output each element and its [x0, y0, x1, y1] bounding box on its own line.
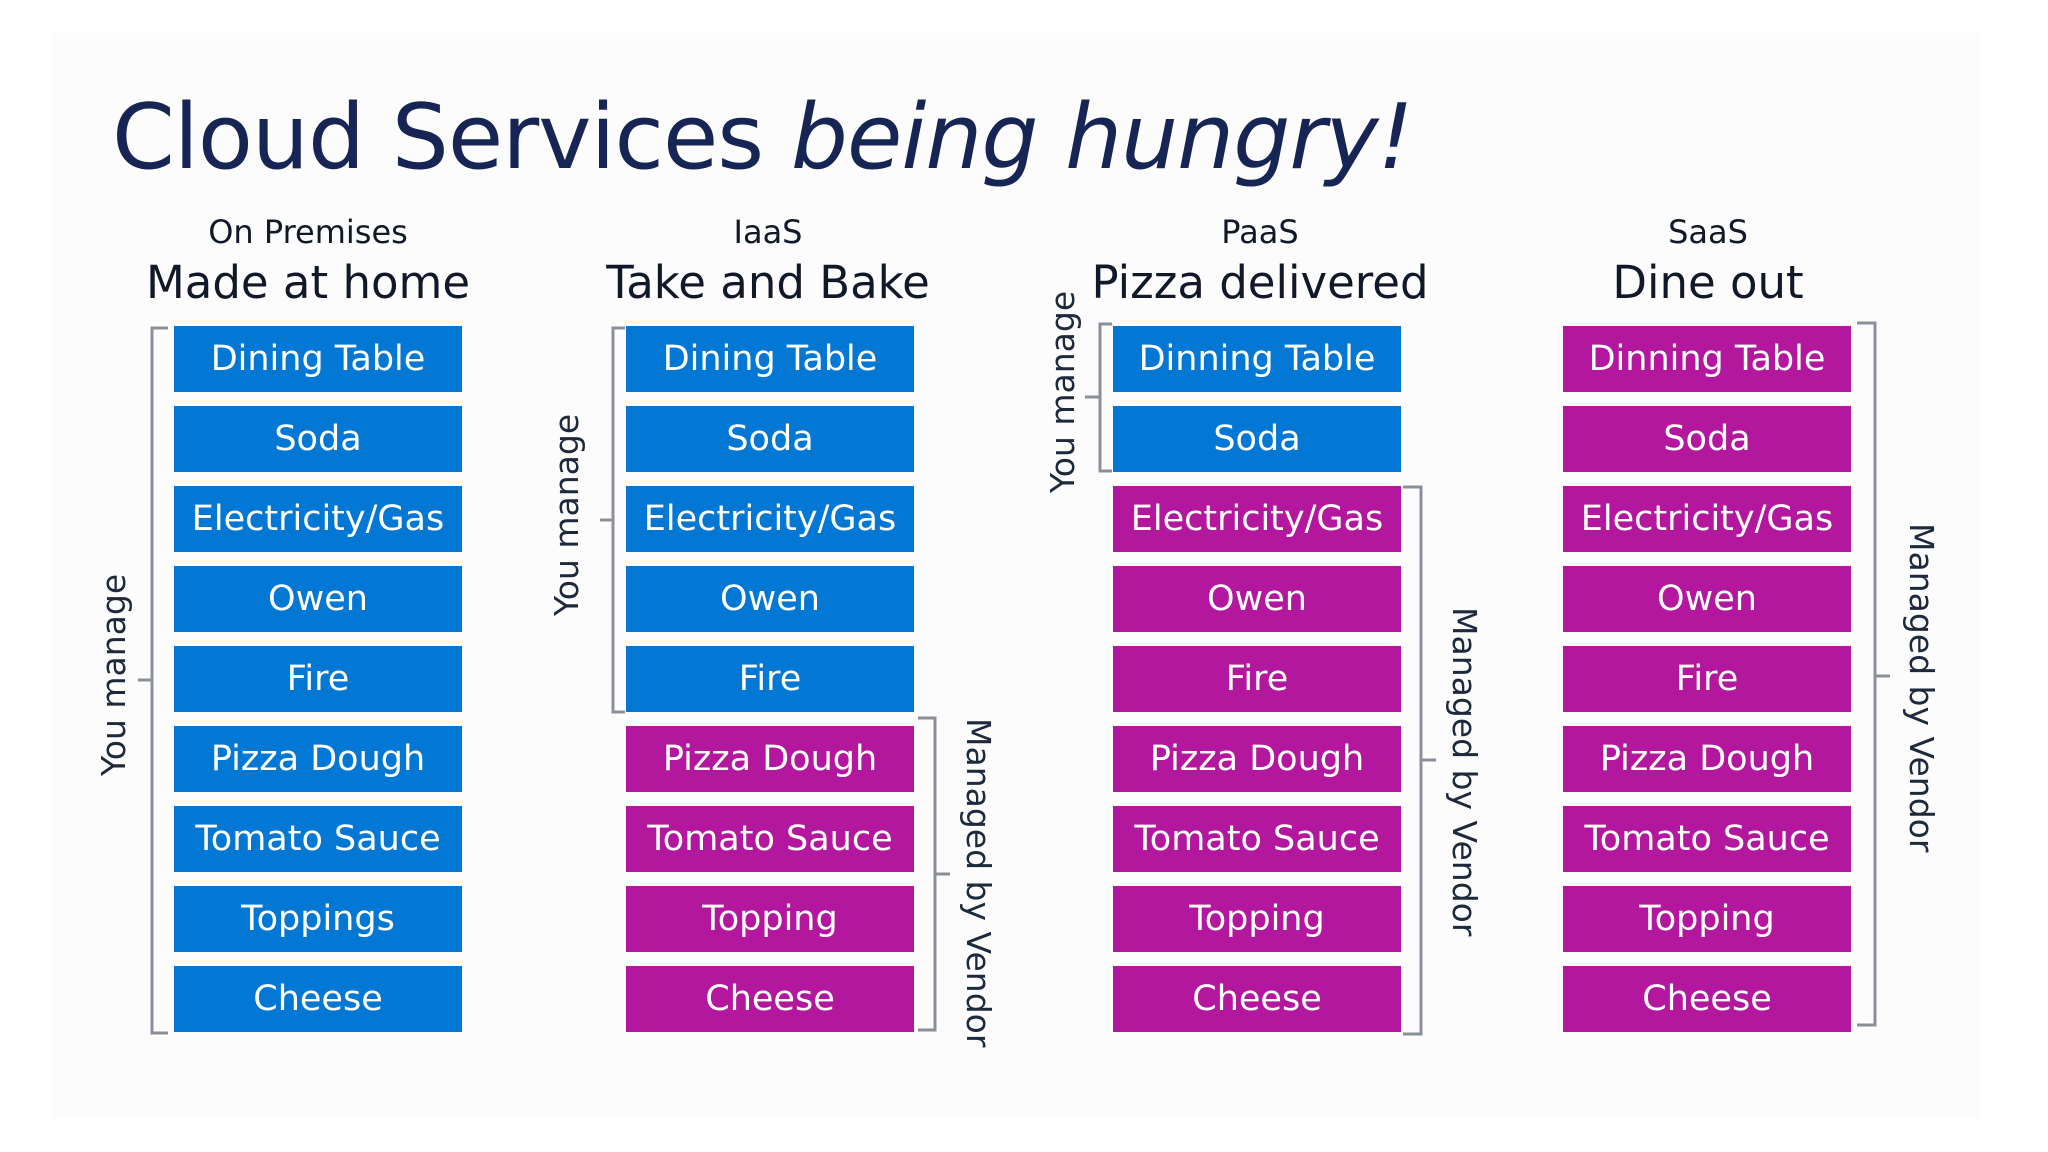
- label-paas-you-manage: You manage: [1043, 290, 1082, 493]
- slide-title: Cloud Services being hungry!: [112, 84, 1414, 192]
- layer-saas-owen: Owen: [1563, 566, 1851, 632]
- layer-paas-cheese: Cheese: [1113, 966, 1401, 1032]
- layer-on-premises-fire: Fire: [174, 646, 462, 712]
- column-heading-dine-out: Dine out: [1612, 256, 1804, 309]
- layer-iaas-pizza-dough: Pizza Dough: [626, 726, 914, 792]
- layer-paas-topping: Topping: [1113, 886, 1401, 952]
- bracket-saas-vendor: [1857, 321, 1890, 1027]
- layer-paas-electricity-gas: Electricity/Gas: [1113, 486, 1401, 552]
- layer-saas-electricity-gas: Electricity/Gas: [1563, 486, 1851, 552]
- layer-on-premises-cheese: Cheese: [174, 966, 462, 1032]
- layer-iaas-owen: Owen: [626, 566, 914, 632]
- bracket-paas-you: [1085, 322, 1112, 473]
- label-saas-managed-by-vendor: Managed by Vendor: [1902, 523, 1941, 853]
- column-subtitle-on-premises: On Premises: [208, 213, 408, 251]
- label-iaas-you-manage: You manage: [547, 413, 586, 616]
- layer-on-premises-dining-table: Dining Table: [174, 326, 462, 392]
- layer-iaas-cheese: Cheese: [626, 966, 914, 1032]
- layer-saas-fire: Fire: [1563, 646, 1851, 712]
- label-iaas-managed-by-vendor: Managed by Vendor: [959, 718, 998, 1048]
- layer-on-premises-electricity-gas: Electricity/Gas: [174, 486, 462, 552]
- layer-saas-topping: Topping: [1563, 886, 1851, 952]
- column-subtitle-saas: SaaS: [1668, 213, 1748, 251]
- layer-paas-owen: Owen: [1113, 566, 1401, 632]
- layer-on-premises-soda: Soda: [174, 406, 462, 472]
- layer-iaas-tomato-sauce: Tomato Sauce: [626, 806, 914, 872]
- column-heading-made-at-home: Made at home: [145, 256, 471, 309]
- column-subtitle-iaas: IaaS: [733, 213, 803, 251]
- layer-iaas-soda: Soda: [626, 406, 914, 472]
- layer-iaas-fire: Fire: [626, 646, 914, 712]
- column-subtitle-paas: PaaS: [1221, 213, 1299, 251]
- layer-on-premises-pizza-dough: Pizza Dough: [174, 726, 462, 792]
- title-plain: Cloud Services: [112, 85, 791, 190]
- bracket-iaas-you: [600, 326, 625, 714]
- layer-paas-dinning-table: Dinning Table: [1113, 326, 1401, 392]
- layer-iaas-electricity-gas: Electricity/Gas: [626, 486, 914, 552]
- label-on-premises-you-manage: You manage: [94, 573, 133, 776]
- bracket-iaas-vendor: [918, 716, 950, 1032]
- layer-saas-dinning-table: Dinning Table: [1563, 326, 1851, 392]
- layer-on-premises-owen: Owen: [174, 566, 462, 632]
- column-heading-pizza-delivered: Pizza delivered: [1091, 256, 1429, 309]
- layer-iaas-dining-table: Dining Table: [626, 326, 914, 392]
- layer-on-premises-tomato-sauce: Tomato Sauce: [174, 806, 462, 872]
- layer-saas-tomato-sauce: Tomato Sauce: [1563, 806, 1851, 872]
- layer-paas-soda: Soda: [1113, 406, 1401, 472]
- layer-paas-pizza-dough: Pizza Dough: [1113, 726, 1401, 792]
- layer-on-premises-toppings: Toppings: [174, 886, 462, 952]
- label-paas-managed-by-vendor: Managed by Vendor: [1445, 607, 1484, 937]
- title-italic: being hungry!: [790, 85, 1414, 190]
- layer-saas-cheese: Cheese: [1563, 966, 1851, 1032]
- layer-paas-fire: Fire: [1113, 646, 1401, 712]
- layer-saas-soda: Soda: [1563, 406, 1851, 472]
- layer-iaas-topping: Topping: [626, 886, 914, 952]
- bracket-on-premises-you: [138, 326, 168, 1035]
- column-heading-take-and-bake: Take and Bake: [606, 256, 930, 309]
- bracket-paas-vendor: [1403, 485, 1436, 1036]
- layer-saas-pizza-dough: Pizza Dough: [1563, 726, 1851, 792]
- layer-paas-tomato-sauce: Tomato Sauce: [1113, 806, 1401, 872]
